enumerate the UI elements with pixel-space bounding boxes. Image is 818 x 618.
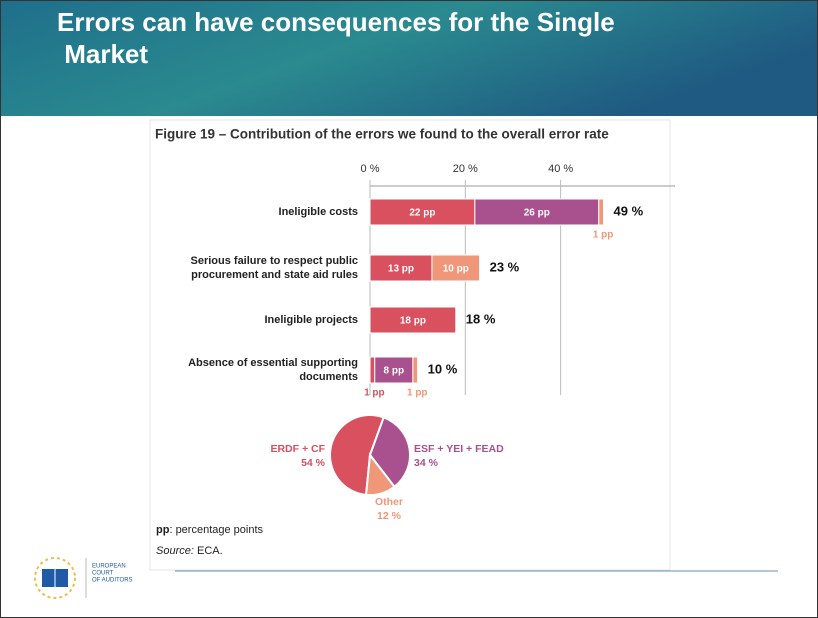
category-label: Absence of essential supporting document… [188, 357, 358, 383]
bar-segment [474, 198, 600, 226]
logo-text: COURT [92, 571, 114, 577]
note-term: pp [156, 524, 170, 536]
bar-value-label: 8 pp [384, 366, 405, 377]
note-text: : percentage points [169, 524, 263, 536]
logo-text: EUROPEAN [92, 564, 126, 570]
pie-value-label: 12 % [377, 510, 402, 522]
bar-segment [369, 356, 376, 384]
category-label: Serious failure to respect public procur… [188, 255, 358, 281]
bar-value-label: 18 pp [400, 316, 426, 327]
bar-value-label: 13 pp [388, 264, 414, 275]
chart-title: Figure 19 – Contribution of the errors w… [155, 127, 609, 142]
bar-value-label: 10 pp [443, 264, 469, 275]
bar-total-label: 23 % [490, 259, 520, 274]
pie-value-label: 54 % [301, 457, 326, 469]
bar-total-label: 10 % [428, 361, 458, 376]
bar-segment [369, 306, 457, 334]
bar-value-label: 26 pp [524, 208, 550, 219]
bar-value-label: 1 pp [407, 388, 428, 399]
bar-segment [598, 198, 605, 226]
slide-title: Errors can have consequences for the Sin… [57, 7, 615, 69]
pie-slice [368, 416, 411, 489]
category-label: Ineligible costs [279, 206, 358, 218]
note-text: ECA. [194, 545, 223, 557]
pie-value-label: 34 % [414, 457, 439, 469]
bar-value-label: 1 pp [364, 388, 385, 399]
note: pp: percentage points [156, 524, 264, 536]
bar-total-label: 49 % [614, 203, 644, 218]
bar-segment [369, 254, 433, 282]
x-tick-label: 0 % [361, 163, 380, 175]
x-tick-label: 20 % [453, 163, 478, 175]
header [1, 1, 817, 116]
pie-slice [329, 414, 385, 496]
pie-category-label: ERDF + CF [270, 443, 325, 455]
logo-text: OF AUDITORS [92, 578, 133, 584]
x-tick-label: 40 % [548, 163, 573, 175]
pie-category-label: ESF + YEI + FEAD [414, 443, 504, 455]
bar-segment [431, 254, 481, 282]
pie-slice [365, 452, 396, 496]
pie-category-label: Other [375, 496, 403, 508]
bar-segment [374, 356, 414, 384]
bar-value-label: 22 pp [409, 208, 435, 219]
category-label: Ineligible projects [264, 314, 358, 326]
note: Source: ECA. [156, 545, 223, 557]
bar-segment [412, 356, 419, 384]
logo: EUROPEAN COURT OF AUDITORS [34, 557, 133, 599]
bar-segment [369, 198, 476, 226]
bar-total-label: 18 % [466, 311, 496, 326]
logo-ring [34, 557, 76, 599]
bar-value-label: 1 pp [593, 230, 614, 241]
note-term: Source: [156, 545, 194, 557]
figure-panel [149, 119, 671, 571]
